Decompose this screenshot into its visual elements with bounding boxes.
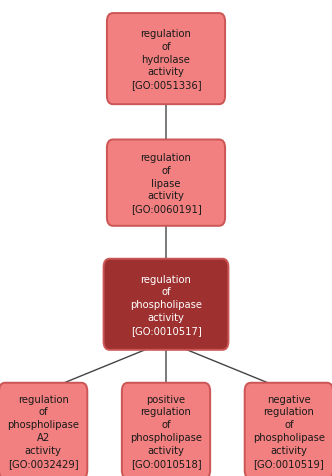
FancyBboxPatch shape bbox=[245, 383, 332, 476]
Text: negative
regulation
of
phospholipase
activity
[GO:0010519]: negative regulation of phospholipase act… bbox=[253, 394, 325, 468]
FancyBboxPatch shape bbox=[107, 140, 225, 227]
Text: regulation
of
phospholipase
A2
activity
[GO:0032429]: regulation of phospholipase A2 activity … bbox=[7, 394, 79, 468]
FancyBboxPatch shape bbox=[107, 14, 225, 105]
FancyBboxPatch shape bbox=[0, 383, 87, 476]
FancyBboxPatch shape bbox=[104, 259, 228, 350]
Text: regulation
of
hydrolase
activity
[GO:0051336]: regulation of hydrolase activity [GO:005… bbox=[131, 29, 201, 90]
Text: regulation
of
lipase
activity
[GO:0060191]: regulation of lipase activity [GO:006019… bbox=[130, 153, 202, 214]
FancyBboxPatch shape bbox=[122, 383, 210, 476]
Text: regulation
of
phospholipase
activity
[GO:0010517]: regulation of phospholipase activity [GO… bbox=[130, 274, 202, 335]
Text: positive
regulation
of
phospholipase
activity
[GO:0010518]: positive regulation of phospholipase act… bbox=[130, 394, 202, 468]
